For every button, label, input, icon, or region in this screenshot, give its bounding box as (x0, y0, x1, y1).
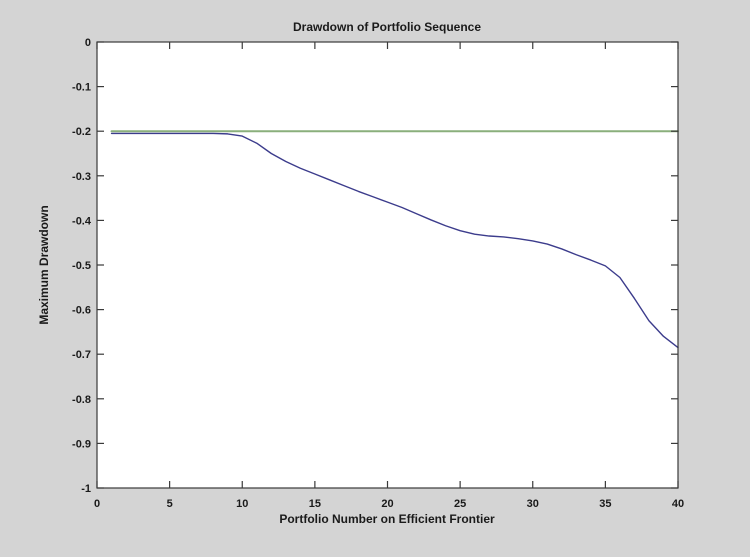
ticks-layer (96, 41, 679, 489)
y-axis-label: Maximum Drawdown (37, 205, 51, 324)
tick-labels-layer: 0 5 10 15 20 25 30 35 40 0 -0.1 -0.2 -0.3 -0.4 -0.5 -0.… (72, 37, 684, 510)
x-tick-label: 25 (454, 498, 466, 510)
x-tick-label: 15 (309, 498, 321, 510)
x-tick-label: 5 (167, 498, 173, 510)
y-tick-label: -0.8 (72, 394, 91, 406)
y-tick-label: -1 (81, 483, 91, 495)
x-tick-label: 0 (94, 498, 100, 510)
y-tick-label: 0 (85, 37, 91, 49)
y-tick-label: -0.9 (72, 438, 91, 450)
y-tick-label: -0.6 (72, 305, 91, 317)
x-tick-label: 35 (599, 498, 611, 510)
chart-title: Drawdown of Portfolio Sequence (293, 20, 481, 34)
y-tick-label: -0.5 (72, 260, 91, 272)
y-tick-label: -0.1 (72, 82, 91, 94)
x-axis-label: Portfolio Number on Efficient Frontier (279, 512, 495, 526)
y-tick-label: -0.7 (72, 349, 91, 361)
y-tick-label: -0.2 (72, 126, 91, 138)
x-tick-label: 10 (236, 498, 248, 510)
series-layer (110, 130, 679, 349)
plot-area (97, 42, 678, 488)
x-tick-label: 20 (381, 498, 393, 510)
y-tick-label: -0.4 (72, 215, 92, 227)
maximum-drawdown-curve (110, 132, 679, 349)
x-tick-label: 30 (527, 498, 539, 510)
x-tick-label: 40 (672, 498, 684, 510)
y-tick-label: -0.3 (72, 171, 91, 183)
